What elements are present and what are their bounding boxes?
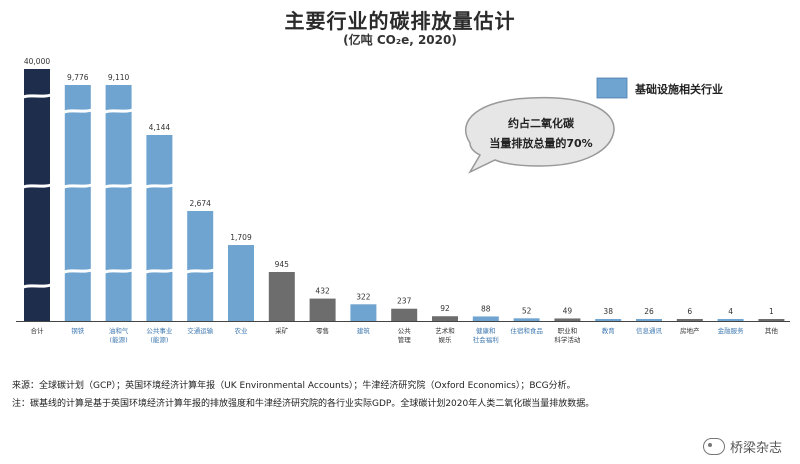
category-label: 采矿 bbox=[275, 326, 289, 335]
category-label: 艺术和 bbox=[435, 326, 455, 335]
axis-break-mark bbox=[101, 267, 136, 275]
axis-break-mark bbox=[20, 282, 54, 290]
bar-value-label: 49 bbox=[563, 306, 573, 315]
axis-break-mark bbox=[61, 107, 95, 115]
category-label: 信息通讯 bbox=[636, 326, 663, 335]
category-label: 教育 bbox=[602, 326, 616, 335]
axis-break-mark bbox=[142, 182, 177, 190]
watermark: 桥梁杂志 bbox=[702, 437, 782, 456]
category-label: 健康和 bbox=[476, 326, 496, 335]
bar-value-label: 92 bbox=[440, 304, 450, 313]
bar-value-label: 38 bbox=[603, 307, 613, 316]
bar-value-label: 52 bbox=[522, 306, 532, 315]
category-label: (能源) bbox=[110, 335, 128, 344]
bar bbox=[24, 69, 50, 321]
category-label: 职业和 bbox=[558, 326, 578, 335]
bar-value-label: 6 bbox=[687, 307, 692, 316]
category-label: 合计 bbox=[31, 326, 45, 335]
category-label: 社会福利 bbox=[473, 335, 499, 344]
bar-value-label: 40,000 bbox=[24, 57, 50, 66]
category-label: 科学活动 bbox=[554, 335, 581, 344]
category-label: 农业 bbox=[235, 326, 249, 335]
bar-value-label: 4 bbox=[728, 307, 733, 316]
bar bbox=[391, 308, 418, 321]
bar bbox=[513, 318, 540, 321]
methodology-note: 注：碳基线的计算是基于英国环境经济计算年报的排放强度和牛津经济研究院的各行业实际… bbox=[12, 399, 595, 409]
bar-value-label: 4,144 bbox=[149, 123, 171, 132]
bar bbox=[432, 316, 458, 321]
bar bbox=[636, 319, 662, 321]
bar bbox=[309, 298, 336, 321]
bar bbox=[187, 211, 214, 321]
bar-value-label: 9,110 bbox=[108, 73, 130, 82]
category-label: 管理 bbox=[398, 335, 412, 344]
bar-value-label: 26 bbox=[644, 307, 654, 316]
callout-bubble: 约占二氧化碳 当量排放总量的70% bbox=[464, 96, 615, 174]
watermark-text: 桥梁杂志 bbox=[729, 441, 782, 456]
bar bbox=[146, 135, 173, 321]
category-label: 房地产 bbox=[680, 326, 700, 335]
bar bbox=[472, 316, 499, 321]
bar bbox=[717, 319, 744, 321]
chart-title: 主要行业的碳排放量估计 bbox=[284, 9, 516, 33]
callout-line-1: 约占二氧化碳 bbox=[508, 116, 575, 130]
bar bbox=[676, 319, 703, 321]
category-label: 其他 bbox=[765, 326, 779, 335]
axis-break-mark bbox=[61, 267, 95, 275]
category-label: 金融服务 bbox=[718, 326, 745, 335]
category-label: 建筑 bbox=[357, 326, 371, 335]
category-label: 娱乐 bbox=[439, 335, 453, 344]
legend-label: 基础设施相关行业 bbox=[634, 82, 723, 96]
category-label: 油和气 bbox=[109, 326, 129, 335]
category-label: 交通运输 bbox=[187, 326, 214, 335]
bar-value-label: 1 bbox=[769, 307, 774, 316]
bar bbox=[554, 318, 581, 321]
source-note: 来源：全球碳计划（GCP）；英国环境经济计算年报（UK Environmenta… bbox=[12, 381, 576, 391]
axis-break-mark bbox=[101, 182, 136, 190]
category-label: 零售 bbox=[316, 326, 329, 335]
bar bbox=[758, 319, 785, 321]
bar bbox=[595, 319, 622, 321]
category-label: 公共 bbox=[398, 326, 412, 335]
category-label: 公共事业 bbox=[146, 326, 173, 335]
bar-value-label: 432 bbox=[315, 287, 330, 296]
bar-value-label: 945 bbox=[275, 260, 290, 269]
bar bbox=[105, 85, 132, 321]
callout-line-2: 当量排放总量的70% bbox=[489, 136, 592, 150]
category-label: 住宿和食品 bbox=[510, 326, 543, 335]
bar-value-label: 2,674 bbox=[189, 199, 211, 208]
bar-value-label: 322 bbox=[356, 292, 371, 301]
bar bbox=[64, 85, 91, 321]
axis-break-mark bbox=[20, 182, 54, 190]
bar-value-label: 9,776 bbox=[67, 73, 89, 82]
axis-break-mark bbox=[20, 92, 54, 100]
axis-break-mark bbox=[61, 182, 95, 190]
bar bbox=[268, 272, 295, 321]
legend: 基础设施相关行业 bbox=[596, 77, 723, 99]
legend-swatch bbox=[596, 77, 628, 99]
axis-break-mark bbox=[183, 267, 217, 275]
axis-break-mark bbox=[101, 107, 136, 115]
bar-value-label: 1,709 bbox=[230, 233, 252, 242]
bar-value-label: 88 bbox=[481, 304, 491, 313]
category-label: 钢铁 bbox=[71, 326, 85, 335]
chart-subtitle: (亿吨 CO₂e, 2020) bbox=[343, 33, 457, 47]
wechat-icon bbox=[702, 438, 725, 455]
bar bbox=[228, 245, 254, 321]
bar-chart: 40,000合计9,776钢铁9,110油和气(能源)4,144公共事业(能源)… bbox=[16, 57, 790, 344]
bar bbox=[350, 304, 377, 321]
category-label: (能源) bbox=[150, 335, 168, 344]
axis-break-mark bbox=[142, 267, 177, 275]
bar-value-label: 237 bbox=[397, 297, 412, 306]
